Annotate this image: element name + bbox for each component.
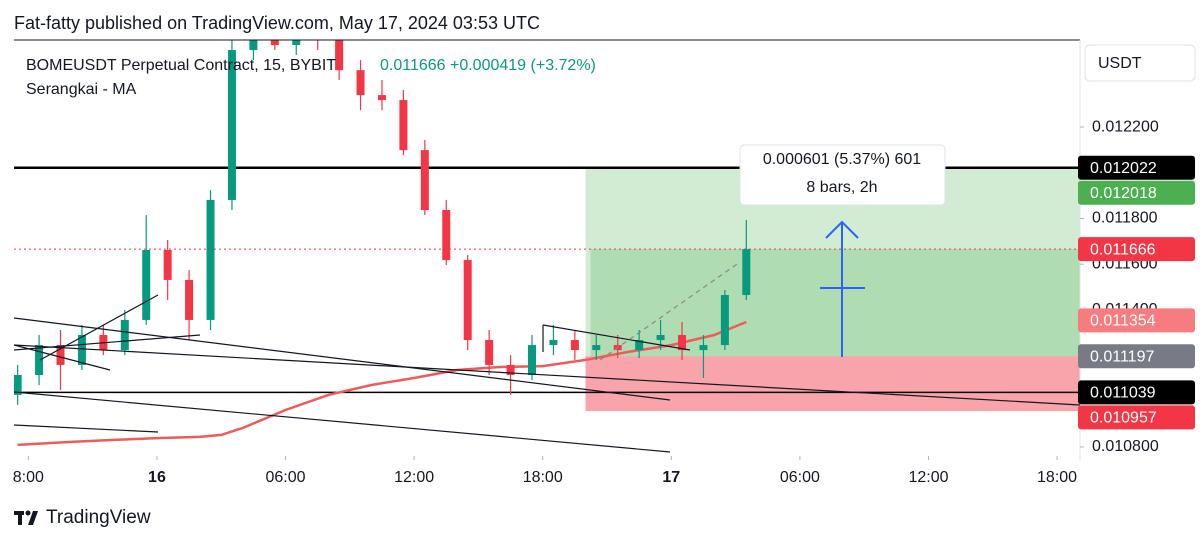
trend-line	[13, 424, 159, 433]
candle-body	[249, 40, 258, 51]
candle-body	[270, 40, 279, 46]
price-label-box	[1078, 155, 1195, 180]
plot-area	[14, 35, 1080, 460]
candle-body	[142, 250, 151, 320]
logo-part	[28, 511, 38, 525]
y-tick-label: 0.010800	[1092, 438, 1159, 455]
candle-body	[420, 150, 429, 211]
publisher: Fat-fatty published on TradingView.com, …	[14, 13, 540, 33]
x-tick-label: 17	[662, 469, 680, 486]
price-label-box	[1078, 308, 1195, 333]
x-tick-label: 16	[148, 469, 166, 486]
tooltip-bars: 8 bars, 2h	[806, 179, 877, 196]
candle-body	[314, 35, 322, 40]
candle-body	[335, 40, 344, 71]
price-label: 0.011354	[1090, 313, 1156, 330]
price-label: 0.011197	[1090, 348, 1154, 365]
x-tick-label: 18:00	[1037, 469, 1077, 486]
candle-body	[463, 260, 472, 341]
candle-body	[678, 335, 687, 351]
x-tick-label: 8:00	[13, 469, 44, 486]
candle-body	[485, 340, 494, 365]
indicator-name: Serangkai - MA	[26, 81, 137, 98]
price-label-box	[1078, 405, 1195, 430]
price-label-box	[1078, 180, 1195, 205]
candle-body	[699, 345, 708, 351]
candle-body	[720, 295, 729, 346]
trend-line	[542, 324, 691, 351]
candle-body	[570, 340, 579, 351]
candle-body	[14, 374, 22, 395]
tooltip-stats: 0.000601 (5.37%) 601	[763, 151, 921, 168]
price-label: 0.011039	[1090, 385, 1156, 402]
stop-zone	[585, 356, 1080, 412]
trend-line	[13, 391, 671, 453]
candle-body	[549, 340, 558, 346]
candle-body	[77, 335, 86, 365]
candle-body	[206, 199, 215, 320]
candle-body	[163, 250, 172, 280]
trend-line	[13, 334, 201, 351]
candle-body	[742, 249, 751, 296]
candle-body	[356, 70, 365, 96]
trend-line	[13, 317, 671, 401]
symbol-title: BOMEUSDT Perpetual Contract, 15, BYBIT	[26, 57, 336, 74]
x-tick-label: 06:00	[266, 469, 306, 486]
candle-body	[506, 364, 515, 375]
trend-line	[13, 344, 1081, 406]
y-tick-label: 0.011800	[1092, 210, 1158, 227]
candle-body	[377, 95, 386, 101]
price-label: 0.010957	[1090, 410, 1157, 427]
trend-line	[39, 294, 159, 361]
candle-body	[527, 345, 536, 375]
price-label-box	[1078, 237, 1195, 262]
trend-lines	[13, 261, 1081, 453]
candle-body	[35, 345, 44, 375]
logo-part	[18, 511, 22, 525]
price-label: 0.012018	[1090, 185, 1157, 202]
x-tick-label: 06:00	[780, 469, 820, 486]
candle-body	[442, 210, 451, 261]
logo-part	[25, 510, 31, 516]
candle-body	[120, 319, 129, 351]
price-label-box	[1078, 380, 1195, 405]
candle-body	[292, 40, 301, 46]
x-tick-label: 18:00	[523, 469, 563, 486]
x-tick-label: 12:00	[394, 469, 434, 486]
x-tick-label: 12:00	[908, 469, 948, 486]
currency: USDT	[1098, 55, 1142, 72]
candle-body	[227, 50, 236, 200]
candle-body	[635, 340, 644, 351]
price-label: 0.012022	[1090, 160, 1157, 177]
price-label-box	[1078, 344, 1195, 369]
moving-average	[17, 320, 747, 447]
candle-body	[592, 345, 601, 351]
logo	[14, 510, 38, 525]
dashed-line	[599, 261, 741, 361]
candle-body	[56, 345, 65, 365]
currency-box[interactable]	[1084, 44, 1196, 82]
arrow-head	[825, 220, 859, 239]
brand: TradingView	[46, 507, 151, 528]
price-label: 0.011666	[1090, 241, 1156, 258]
y-tick-label: 0.012200	[1092, 118, 1159, 135]
candle-body	[399, 100, 408, 151]
candle-body	[656, 335, 665, 341]
tooltip-box	[739, 144, 946, 206]
realized-zone	[590, 249, 1080, 357]
arrow	[820, 220, 865, 357]
candle-body	[185, 279, 194, 320]
last-price: 0.011666 +0.000419 (+3.72%)	[380, 57, 596, 74]
